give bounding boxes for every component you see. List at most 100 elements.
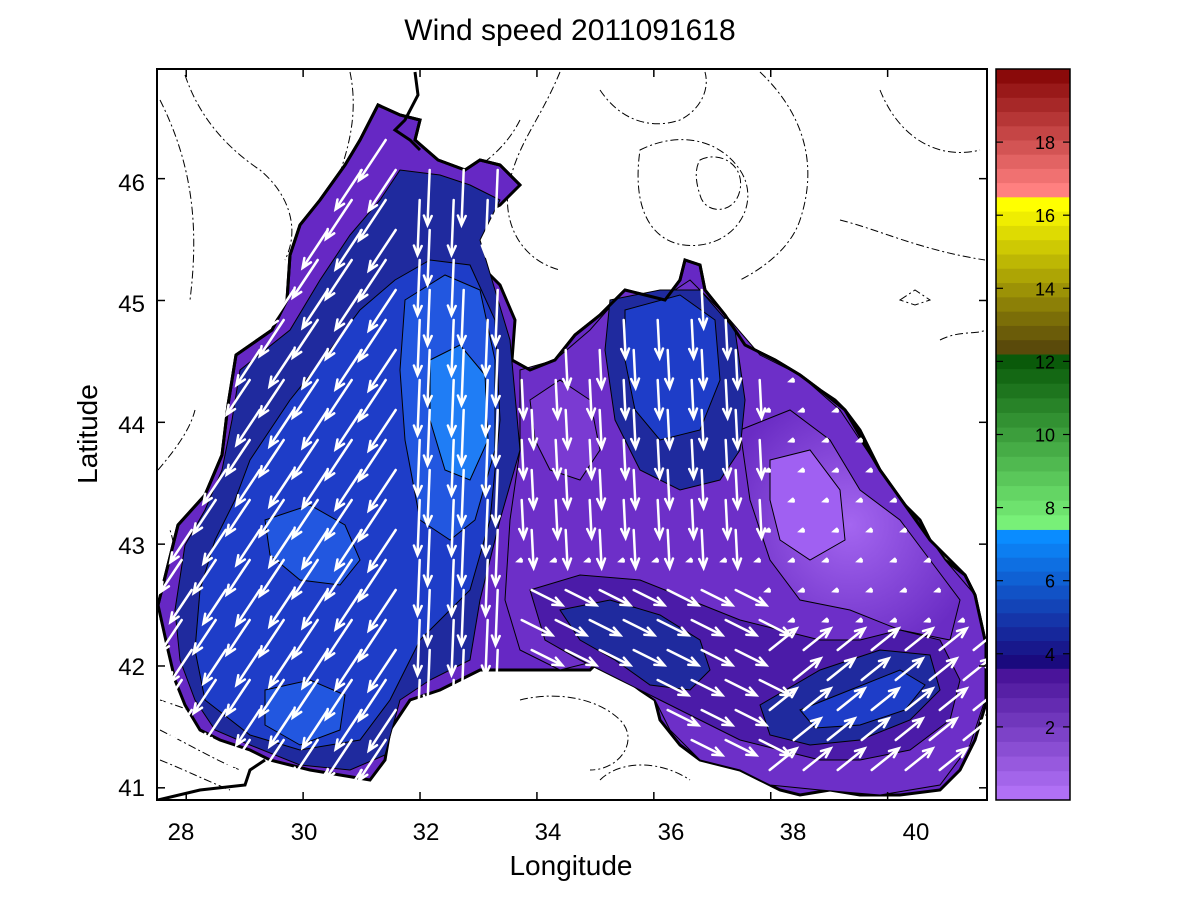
wind-arrow (734, 648, 770, 667)
wind-arrow (619, 438, 631, 482)
wind-arrow (653, 498, 665, 542)
colorbar-swatch (996, 383, 1070, 399)
wind-arrow (490, 468, 501, 529)
wind-arrow (527, 408, 539, 452)
axes-frame (156, 68, 988, 801)
wind-arrow (889, 617, 897, 623)
colorbar-swatch (996, 598, 1070, 614)
wind-arrow (619, 318, 631, 362)
wind-arrow (731, 348, 743, 392)
chart-title: Wind speed 2011091618 (404, 14, 735, 47)
wind-arrow (201, 648, 227, 687)
wind-arrow (758, 678, 794, 697)
coastline-bold (157, 71, 987, 800)
wind-arrow (336, 768, 363, 800)
wind-arrow (656, 618, 692, 637)
wind-arrow (234, 588, 261, 628)
wind-arrow (802, 626, 834, 652)
colorbar-swatch (996, 168, 1070, 184)
east-lightest-patch (769, 449, 846, 561)
wind-arrow (797, 587, 805, 593)
wind-arrow (787, 617, 795, 623)
wind-arrow (622, 618, 658, 637)
colorbar-swatch (996, 111, 1070, 127)
wind-arrow (480, 438, 491, 499)
wind-arrow (267, 648, 295, 690)
colorbar-swatch (996, 427, 1070, 443)
colorbar-tick-label: 10 (1035, 426, 1055, 446)
wind-arrow (685, 557, 693, 563)
wind-arrow (456, 588, 467, 649)
wind-arrow (446, 678, 457, 739)
wind-arrow (928, 656, 960, 682)
wind-arrow (855, 617, 863, 623)
wind-arrow (446, 438, 457, 499)
colorbar-tick-label: 6 (1045, 572, 1055, 592)
wind-arrow (446, 498, 457, 559)
wind-arrow (168, 528, 193, 565)
wind-arrow (267, 468, 295, 510)
wind-arrow (357, 738, 387, 783)
colorbar-swatch (996, 125, 1070, 141)
wind-arrow (731, 528, 743, 572)
wind-arrow (758, 618, 794, 637)
wind-arrow (291, 498, 319, 541)
wind-arrow (554, 618, 590, 637)
wind-arrow (324, 558, 353, 602)
wind-arrow (904, 626, 936, 652)
wind-arrow (595, 468, 607, 512)
east-band-4c (799, 669, 926, 729)
wind-arrow (267, 708, 295, 750)
wind-arrow (366, 528, 397, 574)
wind-arrow (412, 678, 423, 739)
wind-arrow (564, 588, 600, 607)
wind-arrow (802, 746, 834, 772)
wind-arrow (412, 558, 423, 619)
wind-arrow (517, 438, 529, 482)
wind-arrow (333, 228, 363, 272)
wind-arrow (687, 378, 699, 422)
wind-arrow (632, 648, 668, 667)
wind-arrow (938, 746, 970, 772)
wind-arrow (412, 438, 423, 499)
wind-arrow (894, 656, 926, 682)
wind-arrow (585, 438, 597, 482)
wind-arrow (690, 618, 726, 637)
wind-arrow (422, 468, 433, 529)
colorbar-swatch (996, 726, 1070, 742)
wind-arrow (797, 467, 805, 473)
wind-arrow (595, 348, 607, 392)
wind-arrow (530, 648, 566, 667)
wind-arrow (324, 678, 353, 722)
wind-arrow (617, 557, 625, 563)
wind-arrow (763, 527, 771, 533)
wind-arrow (724, 738, 760, 757)
y-tick-label: 45 (118, 291, 145, 318)
colorbar-swatch (996, 397, 1070, 413)
wind-arrow (653, 438, 665, 482)
wind-arrow (865, 467, 873, 473)
wind-arrow (734, 588, 770, 607)
colorbar-swatch (996, 485, 1070, 501)
colorbar-swatch (996, 770, 1070, 786)
wind-arrow (802, 686, 834, 712)
wind-arrow (258, 378, 285, 419)
colorbar-swatch (996, 756, 1070, 772)
wind-arrow (366, 288, 397, 334)
wind-arrow (697, 468, 709, 512)
wind-arrow (480, 618, 491, 679)
wind-arrow (797, 527, 805, 533)
wind-arrow (768, 746, 800, 772)
wind-arrow (267, 528, 295, 570)
wind-arrow (870, 626, 902, 652)
colorbar-swatch (996, 697, 1070, 713)
speed-band-5c (264, 679, 346, 746)
wind-arrow (366, 168, 397, 214)
east-band-4 (624, 294, 721, 441)
wind-arrow (629, 348, 641, 392)
wind-arrow (357, 618, 387, 663)
wind-arrow (366, 588, 397, 634)
colorbar-tick-label: 16 (1035, 206, 1055, 226)
colorbar-swatch (996, 543, 1070, 558)
